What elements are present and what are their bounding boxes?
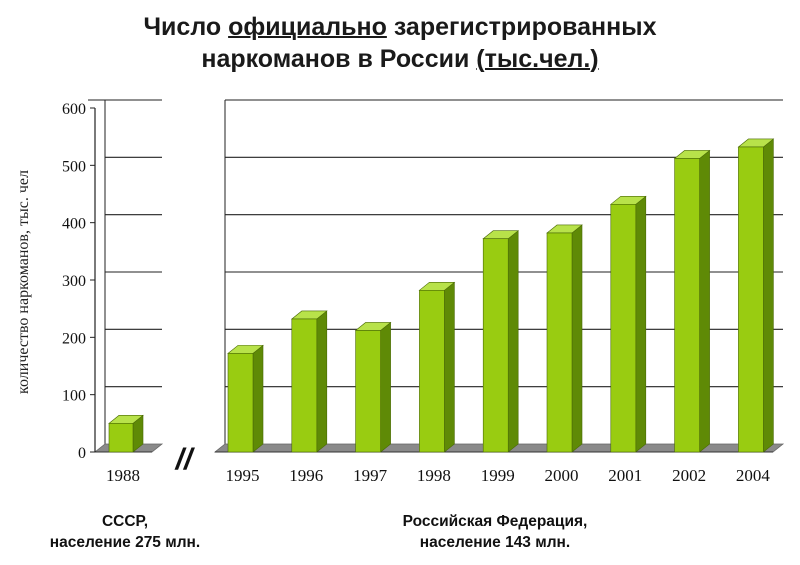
y-tick-label: 100 — [62, 388, 86, 405]
bar-side — [763, 138, 774, 453]
x-tick-label: 2004 — [736, 466, 771, 485]
x-tick-label: 1999 — [481, 466, 515, 485]
y-tick-label: 400 — [62, 216, 86, 233]
x-tick-label: 1997 — [353, 466, 388, 485]
bar — [674, 158, 700, 453]
axis-break-mark: // — [174, 443, 195, 476]
y-axis-title: количество наркоманов, тыс. чел — [15, 170, 32, 394]
bar — [738, 146, 764, 453]
group-label-ussr: СССР, население 275 млн. — [10, 511, 240, 553]
x-tick-label: 1995 — [226, 466, 260, 485]
x-tick-label: 1988 — [106, 466, 140, 485]
title-underlined-word: официально — [228, 13, 387, 41]
bar — [482, 238, 509, 453]
group-label-line: население 143 млн. — [419, 534, 571, 551]
bar — [291, 318, 318, 453]
chart-title-line2: наркоманов в России (тыс.чел.) — [0, 44, 800, 74]
x-tick-label: 2002 — [672, 466, 706, 485]
bar — [546, 232, 573, 453]
y-tick-label: 300 — [62, 273, 86, 290]
bar-side — [316, 310, 328, 453]
y-tick-label: 200 — [62, 330, 86, 347]
bar-side — [571, 224, 583, 453]
x-tick-label: 2001 — [608, 466, 642, 485]
bar-side — [635, 195, 647, 453]
x-tick-label: 2000 — [545, 466, 579, 485]
y-tick-label: 0 — [78, 445, 86, 462]
x-tick-label: 1996 — [289, 466, 323, 485]
y-tick-label: 600 — [62, 101, 86, 118]
group-label-line: Российская Федерация, — [402, 513, 588, 530]
bar — [610, 204, 637, 453]
group-label-russia: Российская Федерация, население 143 млн. — [330, 511, 660, 553]
bar — [108, 423, 134, 453]
y-tick-label: 500 — [62, 158, 86, 175]
bar — [419, 290, 445, 453]
bar-side — [699, 149, 710, 453]
x-tick-label: 1998 — [417, 466, 451, 485]
bar-side — [507, 230, 519, 453]
bar — [227, 353, 254, 453]
title-part: Число — [143, 13, 229, 41]
bar-side — [380, 321, 391, 453]
title-part: зарегистрированных — [386, 13, 657, 41]
bar — [355, 330, 381, 453]
title-part: наркоманов в России — [201, 45, 477, 73]
group-label-line: СССР, — [101, 513, 149, 530]
bar-side — [444, 281, 455, 453]
title-unit: (тыс.чел.) — [476, 45, 599, 73]
chart-title: Число официально зарегистрированных — [0, 12, 800, 42]
group-label-line: население 275 млн. — [49, 534, 201, 551]
bar-side — [252, 344, 264, 453]
